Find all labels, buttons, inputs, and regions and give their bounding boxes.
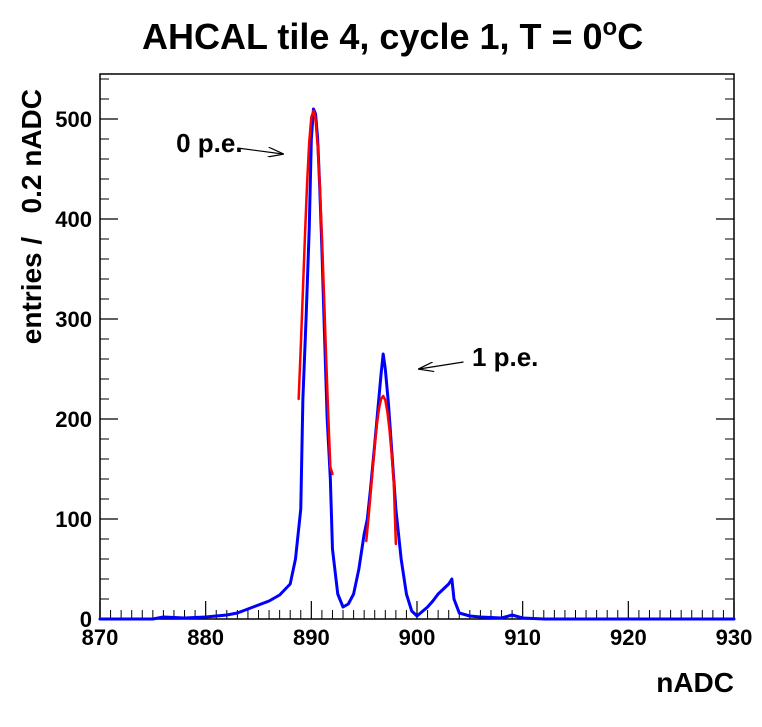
x-axis-title: nADC	[656, 667, 734, 698]
x-tick-label: 900	[399, 625, 436, 650]
y-tick-label: 200	[55, 407, 92, 432]
annotation-arrow	[237, 148, 282, 154]
title-suffix: C	[617, 16, 643, 57]
series-layer	[98, 107, 736, 621]
x-tick-label: 920	[610, 625, 647, 650]
series-fit-peak-0	[297, 109, 334, 476]
x-tick-label: 880	[187, 625, 224, 650]
y-axis-title: entries / 0.2 nADC	[16, 89, 47, 344]
x-tick-label: 930	[716, 625, 753, 650]
x-tick-label: 910	[504, 625, 541, 650]
x-axis-ticks: 870 880 890 900 910 920 930	[82, 601, 753, 650]
series-histogram	[98, 107, 736, 621]
annotation-label: 1 p.e.	[472, 342, 538, 372]
y-tick-label: 500	[55, 107, 92, 132]
chart-title: AHCAL tile 4, cycle 1, T = 0oC	[142, 14, 643, 57]
x-tick-label: 890	[293, 625, 330, 650]
annotation-label: 0 p.e.	[176, 128, 242, 158]
y-tick-label: 0	[80, 607, 92, 632]
series-fit-peak-1	[365, 394, 398, 546]
annotation-layer: 0 p.e. 1 p.e.	[176, 128, 538, 372]
annotation-arrow	[419, 361, 464, 369]
title-superscript: o	[603, 14, 618, 41]
y-tick-label: 100	[55, 507, 92, 532]
y-tick-label: 300	[55, 307, 92, 332]
y-axis-ticks: 0 100 200 300 400 500	[55, 78, 734, 632]
y-tick-label: 400	[55, 207, 92, 232]
x-tick-label: 870	[82, 625, 119, 650]
